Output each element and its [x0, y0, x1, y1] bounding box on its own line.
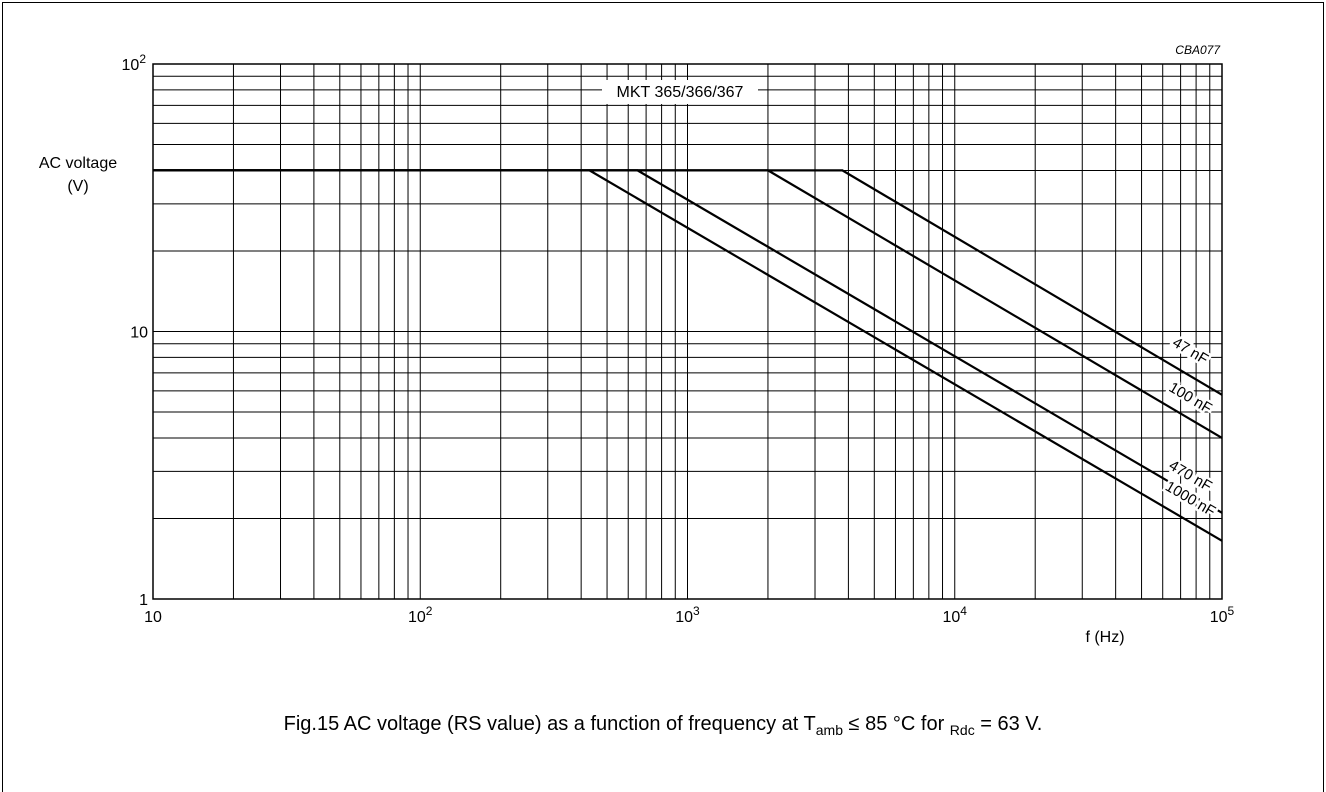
caption-sub-amb: amb	[815, 722, 843, 738]
series-lines	[153, 169, 1223, 542]
y-axis-unit: (V)	[67, 178, 88, 195]
x-tick-label: 103	[675, 604, 700, 626]
chart-title: MKT 365/366/367	[617, 84, 744, 101]
chart-code: CBA077	[1175, 43, 1221, 57]
chart-title-bg	[602, 80, 758, 104]
x-axis-label: f (Hz)	[1085, 629, 1124, 646]
chart-labels: MKT 365/366/367 CBA077 AC voltage (V) f (Hz)…	[39, 43, 1235, 646]
series-line	[153, 169, 1223, 542]
figure-caption: Fig.15 AC voltage (RS value) as a functi…	[0, 713, 1326, 738]
series-label: 47 nF	[1169, 334, 1211, 368]
caption-sub-rdc: Rdc	[949, 722, 975, 738]
grid	[153, 64, 1222, 599]
caption-suffix: = 63 V.	[974, 713, 1043, 735]
y-tick-label: 10	[130, 325, 148, 342]
caption-mid: ≤ 85 °C for	[843, 713, 950, 735]
y-axis-label: AC voltage	[39, 155, 117, 172]
x-tick-label: 105	[1210, 604, 1235, 626]
x-tick-label: 102	[408, 604, 433, 626]
caption-prefix: Fig.15 AC voltage (RS value) as a functi…	[283, 713, 816, 735]
y-tick-label: 102	[122, 52, 147, 74]
x-tick-label: 10	[144, 609, 162, 626]
plot-border	[152, 63, 1223, 600]
ac-voltage-chart: MKT 365/366/367 CBA077 AC voltage (V) f (Hz)…	[39, 43, 1235, 646]
x-tick-label: 104	[943, 604, 968, 626]
y-tick-label: 1	[139, 592, 148, 609]
